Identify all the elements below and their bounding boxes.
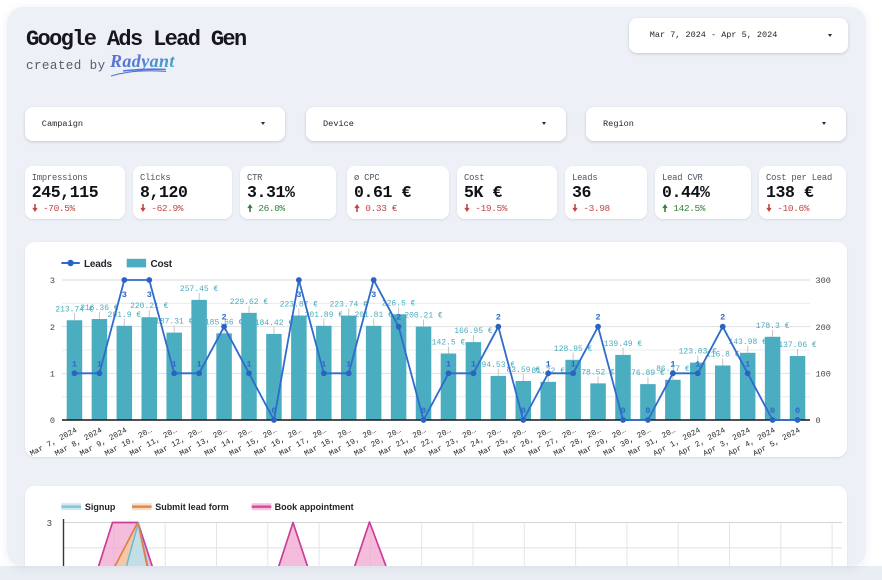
svg-text:178.3 €: 178.3 € bbox=[756, 322, 790, 331]
svg-text:1: 1 bbox=[571, 359, 576, 369]
svg-text:116.8 €: 116.8 € bbox=[706, 350, 740, 359]
svg-text:184.42 €: 184.42 € bbox=[255, 319, 294, 328]
svg-text:1: 1 bbox=[246, 359, 251, 369]
svg-text:0: 0 bbox=[421, 406, 426, 416]
svg-text:1: 1 bbox=[471, 359, 476, 369]
svg-text:78.52 €: 78.52 € bbox=[581, 368, 615, 377]
svg-text:223.74 €: 223.74 € bbox=[330, 301, 369, 310]
svg-text:1: 1 bbox=[745, 359, 750, 369]
svg-text:0: 0 bbox=[620, 406, 625, 416]
svg-text:201.9 €: 201.9 € bbox=[108, 311, 142, 320]
svg-text:1: 1 bbox=[670, 359, 675, 369]
svg-text:Radyant: Radyant bbox=[109, 51, 175, 71]
svg-text:137.06 €: 137.06 € bbox=[778, 341, 817, 350]
svg-text:1: 1 bbox=[197, 359, 202, 369]
svg-text:Signup: Signup bbox=[85, 502, 116, 512]
svg-text:0: 0 bbox=[645, 406, 650, 416]
svg-text:Book appointment: Book appointment bbox=[275, 502, 354, 512]
svg-text:3: 3 bbox=[371, 290, 376, 300]
svg-text:213.74 €: 213.74 € bbox=[55, 305, 94, 314]
svg-text:100: 100 bbox=[816, 370, 831, 380]
svg-text:0: 0 bbox=[795, 406, 800, 416]
svg-text:2: 2 bbox=[222, 313, 227, 323]
svg-text:0: 0 bbox=[271, 406, 276, 416]
svg-text:94.53 €: 94.53 € bbox=[482, 361, 516, 370]
svg-text:220.21 €: 220.21 € bbox=[130, 302, 169, 311]
svg-text:1: 1 bbox=[695, 359, 700, 369]
svg-text:1: 1 bbox=[346, 359, 351, 369]
svg-text:200: 200 bbox=[816, 323, 831, 333]
svg-text:3: 3 bbox=[47, 519, 52, 529]
svg-text:1: 1 bbox=[50, 370, 55, 380]
svg-text:Submit lead form: Submit lead form bbox=[155, 502, 229, 512]
svg-text:3: 3 bbox=[50, 276, 55, 286]
svg-text:185.66 €: 185.66 € bbox=[205, 318, 244, 327]
svg-text:2: 2 bbox=[596, 313, 601, 323]
svg-text:Cost: Cost bbox=[151, 259, 173, 270]
svg-text:3: 3 bbox=[296, 290, 301, 300]
svg-text:226.5 €: 226.5 € bbox=[382, 299, 416, 308]
svg-text:2: 2 bbox=[50, 323, 55, 333]
svg-text:76.89 €: 76.89 € bbox=[631, 369, 665, 378]
svg-text:0: 0 bbox=[521, 406, 526, 416]
svg-text:166.95 €: 166.95 € bbox=[454, 327, 493, 336]
svg-text:201.81 €: 201.81 € bbox=[354, 311, 393, 320]
svg-text:200.21 €: 200.21 € bbox=[404, 312, 443, 321]
svg-text:83.59 €: 83.59 € bbox=[506, 366, 540, 375]
svg-text:187.31 €: 187.31 € bbox=[155, 318, 194, 327]
svg-text:1: 1 bbox=[446, 359, 451, 369]
svg-text:257.45 €: 257.45 € bbox=[180, 285, 219, 294]
svg-text:139.49 €: 139.49 € bbox=[604, 340, 643, 349]
svg-text:1: 1 bbox=[172, 359, 177, 369]
svg-text:1: 1 bbox=[97, 359, 102, 369]
svg-text:229.62 €: 229.62 € bbox=[230, 298, 269, 307]
svg-text:3: 3 bbox=[147, 290, 152, 300]
svg-text:2: 2 bbox=[720, 313, 725, 323]
svg-text:86.17 €: 86.17 € bbox=[656, 365, 690, 374]
svg-text:216.36 €: 216.36 € bbox=[80, 304, 119, 313]
svg-text:128.95 €: 128.95 € bbox=[554, 345, 593, 354]
svg-text:1: 1 bbox=[321, 359, 326, 369]
svg-text:2: 2 bbox=[396, 313, 401, 323]
svg-text:123.03 €: 123.03 € bbox=[679, 348, 718, 357]
svg-text:1: 1 bbox=[546, 359, 551, 369]
svg-text:201.89 €: 201.89 € bbox=[305, 311, 344, 320]
svg-text:223.87 €: 223.87 € bbox=[280, 301, 319, 310]
svg-text:300: 300 bbox=[816, 276, 831, 286]
svg-text:0: 0 bbox=[770, 406, 775, 416]
svg-text:143.98 €: 143.98 € bbox=[728, 338, 767, 347]
svg-text:142.5 €: 142.5 € bbox=[432, 339, 466, 348]
svg-text:0: 0 bbox=[50, 416, 55, 426]
svg-text:3: 3 bbox=[122, 290, 127, 300]
svg-text:Leads: Leads bbox=[84, 259, 113, 270]
svg-text:2: 2 bbox=[496, 313, 501, 323]
svg-text:0: 0 bbox=[816, 416, 821, 426]
svg-text:1: 1 bbox=[72, 359, 77, 369]
